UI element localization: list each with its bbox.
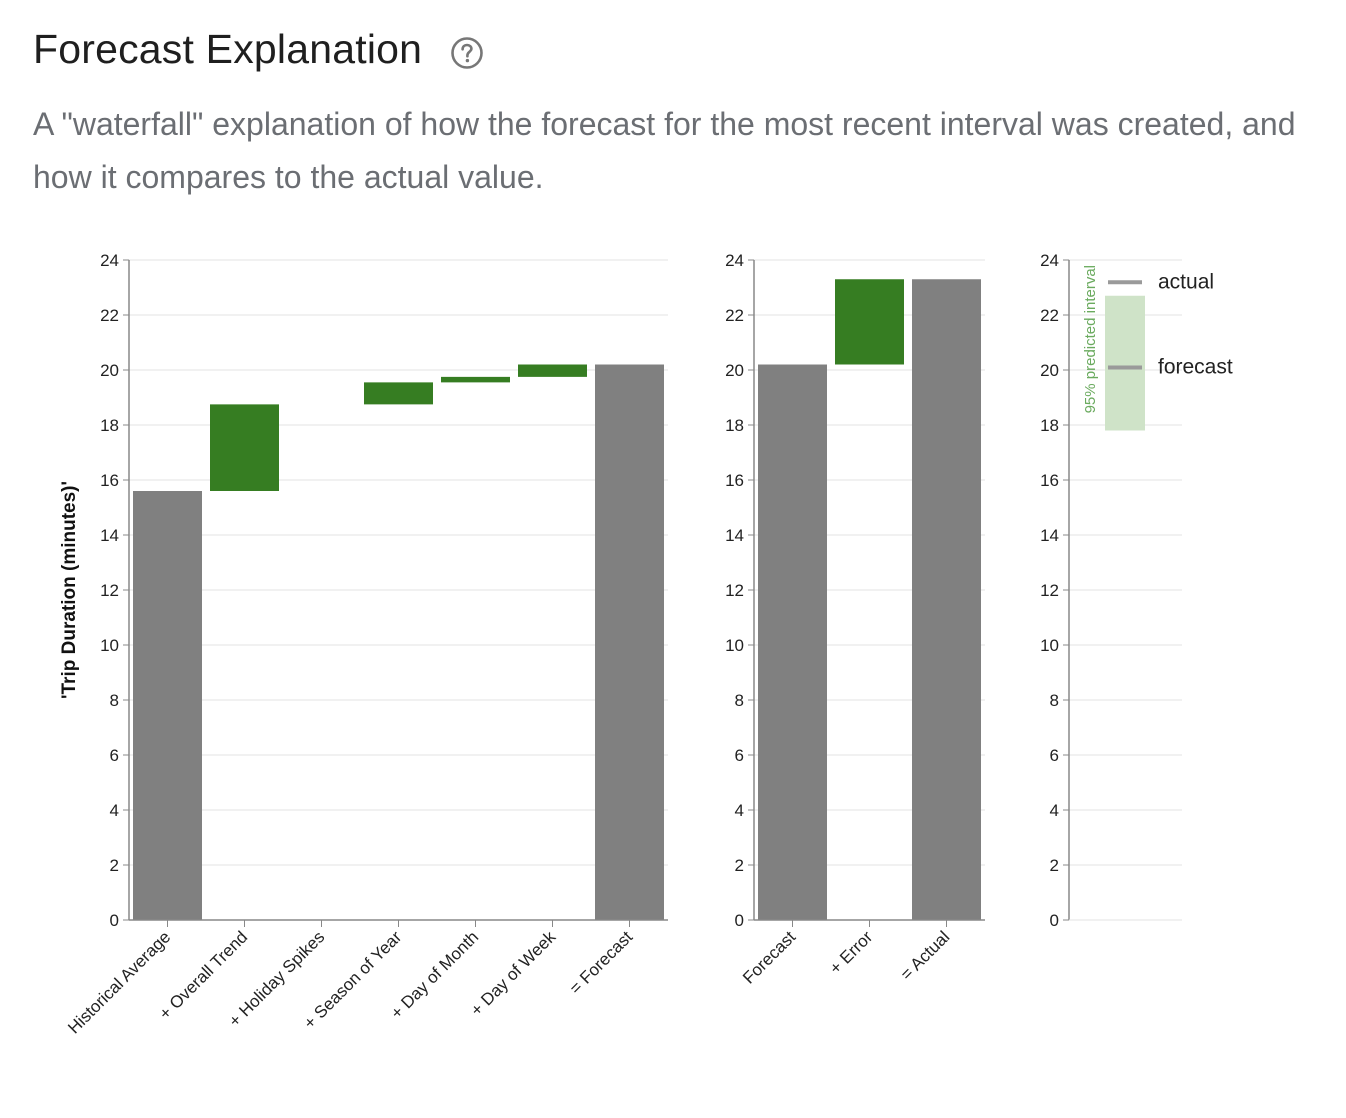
y-tick-label: 18 [725,416,744,435]
y-tick-label: 14 [100,526,119,545]
y-tick-label: 4 [110,801,119,820]
y-tick-label: 0 [110,911,119,930]
y-tick-label: 2 [1050,856,1059,875]
waterfall-bar [758,364,827,920]
x-tick-label: + Error [826,927,877,978]
y-tick-label: 6 [735,746,744,765]
y-tick-label: 18 [100,416,119,435]
y-tick-label: 2 [110,856,119,875]
y-tick-label: 6 [110,746,119,765]
waterfall-bar [912,279,981,920]
waterfall-bar [518,364,587,377]
y-tick-label: 10 [1040,636,1059,655]
y-tick-label: 12 [725,581,744,600]
waterfall-bar [210,404,279,491]
chart-description: A "waterfall" explanation of how the for… [33,106,1296,195]
y-tick-label: 10 [100,636,119,655]
y-tick-label: 16 [1040,471,1059,490]
y-tick-label: 18 [1040,416,1059,435]
y-tick-label: 14 [1040,526,1059,545]
y-axis-label: 'Trip Duration (minutes)' [59,481,80,699]
y-tick-label: 22 [1040,306,1059,325]
y-tick-label: 16 [100,471,119,490]
y-tick-label: 24 [100,251,119,270]
title-row: Forecast Explanation [33,26,484,73]
y-tick-label: 24 [725,251,744,270]
y-tick-label: 12 [1040,581,1059,600]
y-tick-label: 16 [725,471,744,490]
x-tick-label: Forecast [739,927,799,987]
waterfall-bar [595,364,664,920]
y-tick-label: 22 [725,306,744,325]
x-tick-label: = Forecast [566,927,637,998]
interval-label: 95% predicted interval [1082,265,1099,413]
waterfall-bar [835,279,904,365]
y-tick-label: 10 [725,636,744,655]
y-tick-label: 8 [1050,691,1059,710]
y-tick-label: 12 [100,581,119,600]
y-tick-label: 24 [1040,251,1059,270]
legend-label-forecast: forecast [1158,356,1233,379]
legend-label-actual: actual [1158,270,1214,293]
waterfall-bar [133,491,202,920]
waterfall-bar [364,382,433,405]
y-tick-label: 4 [735,801,744,820]
waterfall-bar [441,376,510,383]
y-tick-label: 8 [735,691,744,710]
y-tick-label: 20 [100,361,119,380]
predicted-interval-band [1105,295,1145,431]
x-tick-label: = Actual [897,927,954,984]
y-tick-label: 4 [1050,801,1059,820]
y-tick-label: 8 [110,691,119,710]
y-tick-label: 20 [1040,361,1059,380]
y-tick-label: 22 [100,306,119,325]
x-tick-label: Historical Average [64,927,174,1037]
y-tick-label: 14 [725,526,744,545]
y-tick-label: 0 [1050,911,1059,930]
y-tick-label: 2 [735,856,744,875]
y-tick-label: 20 [725,361,744,380]
y-tick-label: 6 [1050,746,1059,765]
question-circle-icon[interactable] [450,36,484,70]
y-tick-label: 0 [735,911,744,930]
page-title: Forecast Explanation [33,26,423,72]
